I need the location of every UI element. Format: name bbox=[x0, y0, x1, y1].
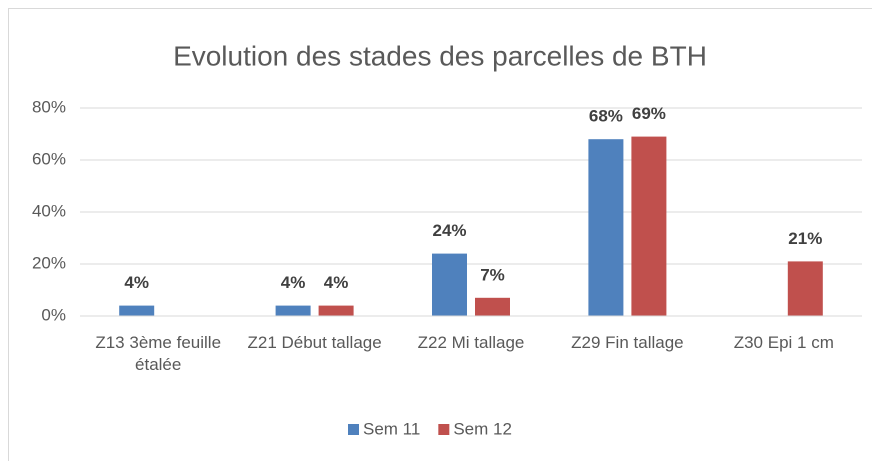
legend-label: Sem 12 bbox=[453, 419, 512, 438]
data-label: 68% bbox=[589, 107, 623, 126]
bar bbox=[119, 305, 155, 316]
bar bbox=[275, 305, 311, 316]
x-tick-label: Z30 Epi 1 cm bbox=[733, 333, 834, 352]
data-label: 4% bbox=[281, 273, 306, 292]
bar bbox=[588, 139, 624, 316]
y-tick-label: 20% bbox=[32, 253, 66, 272]
chart-title: Evolution des stades des parcelles de BT… bbox=[173, 40, 707, 71]
y-tick-label: 60% bbox=[32, 149, 66, 168]
bar bbox=[432, 253, 467, 316]
data-label: 69% bbox=[632, 104, 666, 123]
legend-label: Sem 11 bbox=[363, 419, 420, 438]
bar bbox=[318, 305, 354, 316]
data-label: 4% bbox=[324, 273, 349, 292]
data-label: 21% bbox=[788, 229, 822, 248]
bar bbox=[631, 136, 667, 316]
data-label: 4% bbox=[124, 273, 149, 292]
x-tick-label: Z21 Début tallage bbox=[247, 333, 382, 352]
y-tick-label: 40% bbox=[32, 201, 66, 220]
y-tick-label: 80% bbox=[32, 97, 66, 116]
x-tick-label: Z29 Fin tallage bbox=[571, 333, 684, 352]
chart-border bbox=[8, 8, 872, 461]
x-tick-label: Z22 Mi tallage bbox=[417, 333, 525, 352]
legend-swatch bbox=[348, 424, 359, 435]
bar bbox=[787, 261, 823, 316]
y-tick-label: 0% bbox=[41, 305, 66, 324]
data-label: 7% bbox=[480, 265, 505, 284]
x-tick-label: Z13 3ème feuille étalée bbox=[95, 333, 222, 374]
legend-swatch bbox=[438, 424, 450, 435]
data-label: 24% bbox=[432, 221, 466, 240]
bar bbox=[475, 297, 510, 316]
